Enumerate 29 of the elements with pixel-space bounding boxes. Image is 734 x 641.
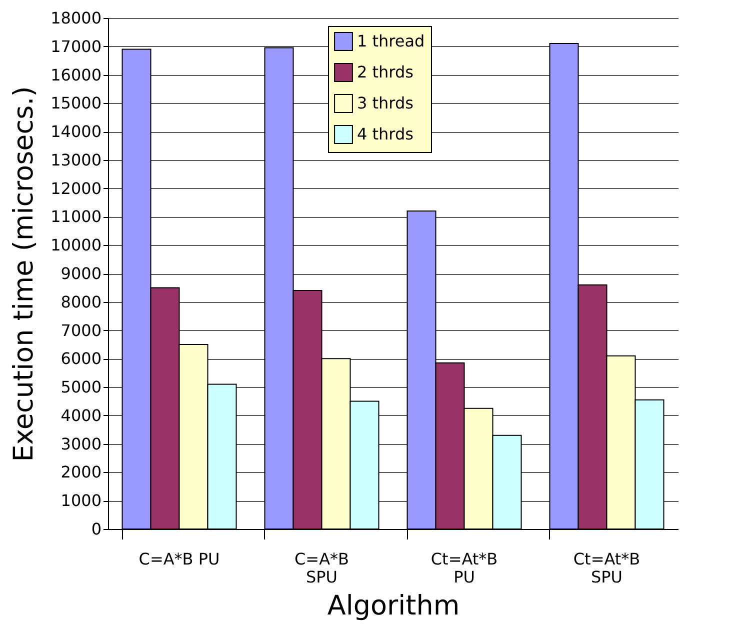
y-tick-label: 14000 [50, 122, 102, 142]
legend-label: 2 thrds [357, 62, 414, 82]
x-tick-label: Ct=At*B PU [430, 550, 498, 586]
y-tick-label: 16000 [50, 65, 102, 84]
y-axis-title: Execution time (microsecs.) [8, 86, 40, 462]
x-tick-label: C=A*B SPU [294, 550, 349, 586]
y-tick-label: 7000 [60, 320, 102, 340]
y-tick-label: 3000 [60, 434, 102, 454]
x-tick-label: C=A*B PU [138, 550, 220, 568]
y-tick-label: 8000 [60, 292, 102, 312]
y-tick-label: 0 [91, 520, 102, 538]
y-tick-label: 9000 [60, 264, 102, 283]
x-axis-title: Algorithm [327, 590, 460, 622]
legend-label: 3 thrds [357, 94, 414, 112]
y-tick-label: 15000 [50, 94, 102, 113]
legend-label: 4 thrds [357, 124, 414, 144]
y-tick-label: 13000 [50, 150, 102, 170]
y-tick-label: 5000 [60, 378, 102, 397]
y-tick-label: 12000 [50, 178, 102, 198]
y-tick-label: 17000 [50, 36, 102, 56]
y-tick-label: 18000 [50, 8, 102, 28]
y-tick-label: 4000 [60, 406, 102, 425]
y-tick-label: 2000 [60, 462, 102, 482]
legend-label: 1 thread [357, 32, 425, 50]
x-tick-label: Ct=At*B SPU [573, 550, 640, 586]
y-tick-label: 11000 [50, 207, 102, 226]
y-tick-label: 1000 [60, 491, 102, 510]
y-tick-label: 10000 [50, 236, 102, 255]
y-tick-label: 6000 [60, 349, 102, 368]
